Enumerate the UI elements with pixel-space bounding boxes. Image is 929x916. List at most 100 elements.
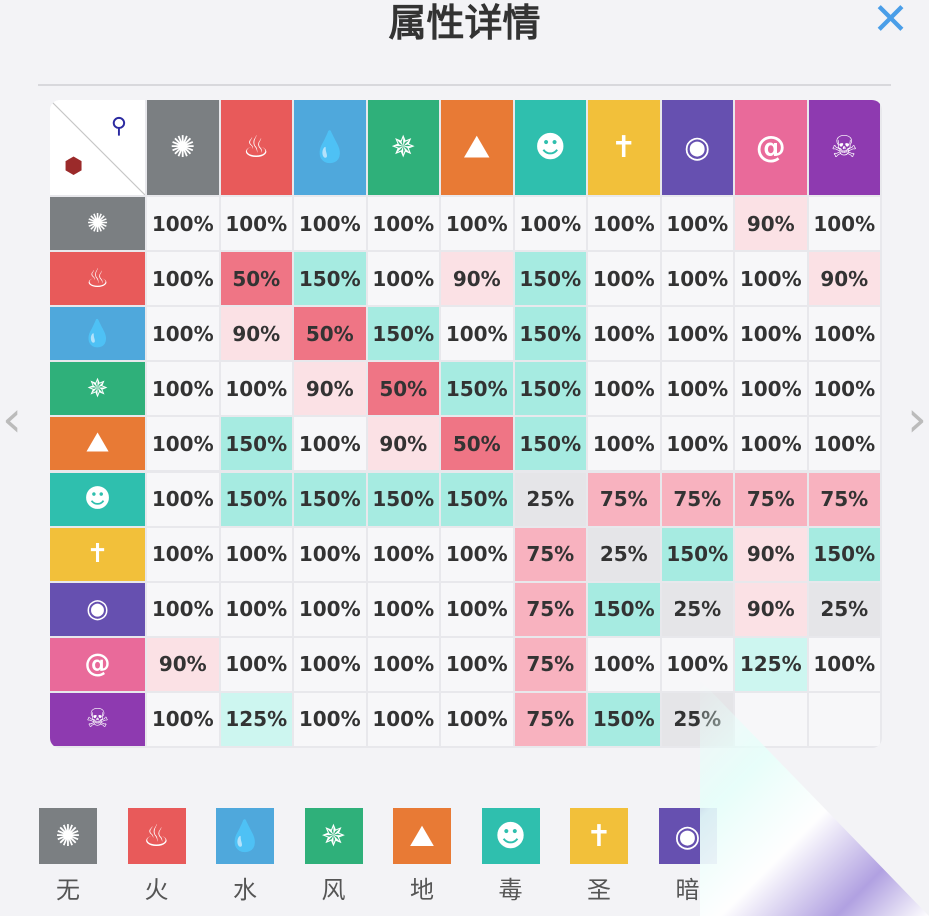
multiplier-cell: 100% — [147, 692, 219, 746]
legend-item[interactable]: ✵ 风 — [304, 808, 364, 905]
multiplier-cell: 150% — [294, 252, 366, 306]
multiplier-cell: 100% — [808, 197, 880, 251]
multiplier-cell: 100% — [147, 472, 219, 526]
multiplier-cell: 100% — [367, 252, 439, 306]
multiplier-cell: 100% — [735, 307, 807, 361]
multiplier-cell: 90% — [147, 637, 219, 691]
legend-item[interactable]: ✺ 无 — [38, 808, 98, 905]
sword-icon: ⚲ — [110, 114, 127, 139]
multiplier-cell: 100% — [441, 527, 513, 581]
legend-label: 毒 — [498, 876, 523, 904]
multiplier-cell: 100% — [367, 637, 439, 691]
spiral-icon: @ — [50, 637, 145, 691]
multiplier-cell: 25% — [514, 472, 586, 526]
multiplier-cell: 100% — [661, 197, 733, 251]
legend-item[interactable]: ♨ 火 — [127, 808, 187, 905]
multiplier-cell: 100% — [294, 637, 366, 691]
multiplier-cell: 100% — [147, 252, 219, 306]
multiplier-cell — [808, 692, 880, 746]
multiplier-cell: 90% — [220, 307, 292, 361]
multiplier-cell: 100% — [588, 417, 660, 471]
multiplier-cell: 100% — [441, 582, 513, 636]
multiplier-cell: 100% — [735, 362, 807, 416]
multiplier-cell: 150% — [588, 582, 660, 636]
multiplier-cell: 150% — [808, 527, 880, 581]
multiplier-cell: 90% — [735, 527, 807, 581]
multiplier-cell: 100% — [147, 197, 219, 251]
next-arrow-icon[interactable]: › — [907, 390, 927, 448]
multiplier-cell: 100% — [147, 527, 219, 581]
multiplier-cell: 100% — [808, 417, 880, 471]
multiplier-cell: 150% — [514, 252, 586, 306]
multiplier-cell: 100% — [294, 692, 366, 746]
multiplier-cell: 100% — [808, 362, 880, 416]
multiplier-cell: 100% — [661, 417, 733, 471]
legend-label: 圣 — [587, 876, 611, 904]
divider — [38, 84, 891, 86]
multiplier-cell: 100% — [661, 362, 733, 416]
multiplier-cell: 125% — [735, 637, 807, 691]
multiplier-cell: 90% — [294, 362, 366, 416]
multiplier-cell: 100% — [220, 362, 292, 416]
multiplier-cell: 150% — [367, 472, 439, 526]
legend-item[interactable]: ⛰ 地 — [392, 808, 452, 905]
multiplier-cell: 90% — [367, 417, 439, 471]
page-title: 属性详情 — [388, 1, 541, 45]
frog-icon: ☻ — [514, 100, 586, 195]
legend-item[interactable]: ☻ 毒 — [481, 808, 541, 905]
multiplier-cell: 100% — [735, 417, 807, 471]
multiplier-cell: 100% — [294, 582, 366, 636]
holy-wings-icon: ✝ — [570, 808, 628, 864]
multiplier-cell: 100% — [367, 197, 439, 251]
multiplier-cell: 100% — [220, 527, 292, 581]
multiplier-cell: 90% — [735, 197, 807, 251]
earth-peak-icon: ⛰ — [393, 808, 451, 864]
multiplier-cell: 100% — [147, 307, 219, 361]
multiplier-cell: 100% — [220, 637, 292, 691]
multiplier-cell: 50% — [367, 362, 439, 416]
water-drop-icon: 💧 — [216, 808, 274, 864]
eye-icon: ◉ — [661, 100, 733, 195]
multiplier-cell: 150% — [294, 472, 366, 526]
legend-item[interactable]: ✝ 圣 — [569, 808, 629, 905]
legend-label: 地 — [410, 876, 434, 904]
multiplier-cell: 100% — [808, 637, 880, 691]
multiplier-cell: 150% — [367, 307, 439, 361]
multiplier-cell: 75% — [735, 472, 807, 526]
water-drop-icon: 💧 — [294, 100, 366, 195]
multiplier-cell: 100% — [588, 307, 660, 361]
multiplier-cell: 150% — [441, 362, 513, 416]
multiplier-cell: 100% — [588, 252, 660, 306]
multiplier-cell: 50% — [441, 417, 513, 471]
legend-item[interactable]: 💧 水 — [215, 808, 275, 905]
multiplier-cell: 100% — [147, 417, 219, 471]
multiplier-cell: 75% — [514, 637, 586, 691]
wind-fan-icon: ✵ — [304, 808, 363, 864]
multiplier-cell: 100% — [294, 527, 366, 581]
close-icon[interactable]: ✕ — [872, 0, 909, 45]
prev-arrow-icon[interactable]: ‹ — [2, 390, 22, 448]
skull-icon: ☠ — [808, 100, 880, 195]
multiplier-cell: 50% — [294, 307, 366, 361]
multiplier-cell: 25% — [808, 582, 880, 636]
earth-peak-icon: ⛰ — [50, 417, 145, 471]
multiplier-cell: 150% — [514, 417, 586, 471]
multiplier-cell: 150% — [661, 527, 733, 581]
multiplier-cell: 90% — [441, 252, 513, 306]
multiplier-cell: 100% — [661, 637, 733, 691]
multiplier-cell: 150% — [441, 472, 513, 526]
multiplier-cell: 90% — [808, 252, 880, 306]
wind-fan-icon: ✵ — [50, 362, 145, 416]
multiplier-cell: 100% — [588, 197, 660, 251]
multiplier-cell: 100% — [441, 692, 513, 746]
multiplier-cell: 150% — [588, 692, 660, 746]
multiplier-cell: 25% — [661, 582, 733, 636]
shield-icon: ⬢ — [64, 154, 84, 179]
multiplier-cell: 100% — [147, 362, 219, 416]
skull-icon: ☠ — [50, 692, 145, 746]
multiplier-cell: 100% — [147, 582, 219, 636]
type-chart-table: ⚲ ⬢ ✺ ✺ ♨ ♨ 💧 💧 ✵ ✵ ⛰ ⛰ ☻ ☻ ✝ ✝ ◉ ◉ @ @ ☠ ☠ 100% 100% 100% 100%… — [50, 100, 882, 748]
frog-icon: ☻ — [50, 472, 145, 526]
multiplier-cell: 100% — [294, 417, 366, 471]
legend-label: 水 — [233, 876, 257, 904]
